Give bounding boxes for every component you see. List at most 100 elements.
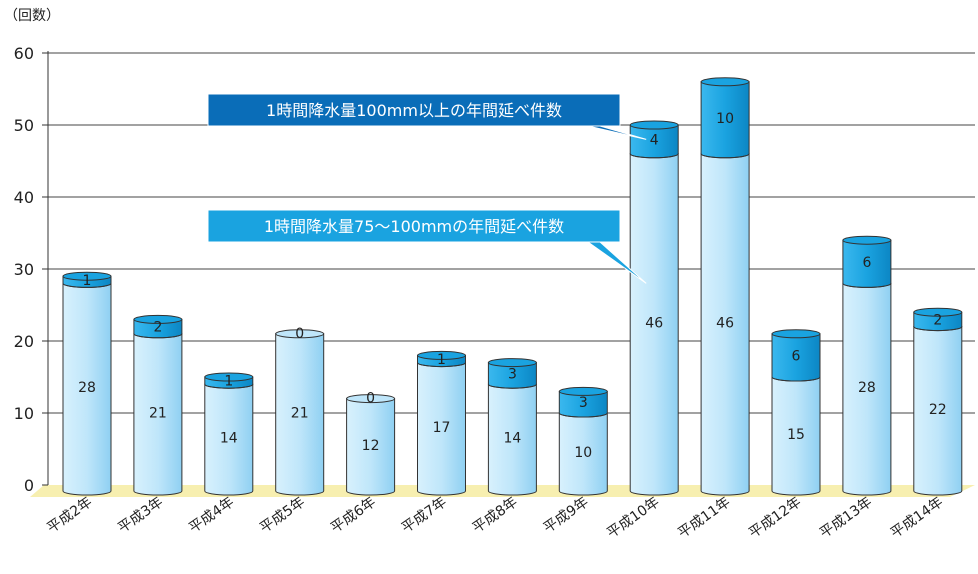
bar-平成6年: 12 0 平成6年 (328, 391, 396, 536)
segment-divider (133, 333, 183, 339)
callout-box (207, 93, 621, 127)
category-label: 平成8年 (470, 494, 521, 536)
segment-divider (62, 283, 112, 288)
bar-segment-75-100mm (487, 383, 537, 496)
bar-top (346, 394, 396, 404)
segment-divider (842, 283, 892, 288)
bar-top (62, 271, 112, 281)
callout-box (207, 209, 621, 243)
value-label-100mm-plus: 10 (716, 111, 734, 127)
y-tick-label: 20 (14, 332, 34, 351)
bar-top (417, 350, 466, 360)
value-label-100mm-plus: 1 (224, 374, 233, 390)
bar-segment-75-100mm (913, 326, 963, 496)
value-label-100mm-plus: 6 (862, 255, 871, 271)
category-label: 平成14年 (888, 494, 946, 541)
segment-divider (558, 412, 608, 418)
legend-callout-75-100mm: 1時間降水量75〜100mmの年間延べ件数 (207, 209, 647, 284)
bar-平成5年: 21 0 平成5年 (257, 326, 325, 536)
value-label-75-100mm: 17 (433, 420, 451, 436)
bar-top (487, 358, 537, 368)
bar-segment-75-100mm (133, 333, 183, 496)
bar-top (204, 372, 254, 382)
bars: 281平成2年212平成3年141平成4年210平成5年120平成6年171平成… (44, 77, 963, 542)
y-tick-label: 10 (14, 404, 34, 423)
value-label-100mm-plus: 0 (295, 326, 304, 342)
value-label-75-100mm: 21 (149, 405, 167, 421)
value-label-75-100mm: 28 (78, 380, 96, 396)
bar-top (629, 120, 679, 130)
bar-平成3年: 21 2 平成3年 (115, 314, 183, 536)
value-label-75-100mm: 14 (220, 431, 238, 447)
category-label: 平成3年 (115, 494, 166, 536)
value-label-75-100mm: 28 (858, 380, 876, 396)
bar-top (700, 77, 750, 87)
legend-label: 1時間降水量75〜100mmの年間延べ件数 (264, 217, 564, 236)
category-label: 平成5年 (257, 494, 308, 536)
value-label-100mm-plus: 1 (437, 352, 446, 368)
bar-平成9年: 10 3 平成9年 (541, 386, 608, 536)
segment-divider (629, 153, 679, 159)
bar-segment-75-100mm (204, 383, 254, 496)
bar-top (842, 235, 892, 245)
value-label-75-100mm: 46 (716, 315, 734, 331)
category-label: 平成12年 (746, 494, 804, 541)
segment-divider (204, 383, 254, 389)
value-label-100mm-plus: 6 (792, 348, 801, 364)
bar-top (133, 314, 183, 324)
y-tick-label: 60 (14, 44, 34, 63)
category-label: 平成7年 (399, 494, 450, 536)
value-label-100mm-plus: 2 (153, 320, 162, 336)
bar-平成11年: 46 10 平成11年 (675, 77, 750, 542)
value-label-100mm-plus: 4 (650, 132, 659, 148)
legend-label: 1時間降水量100mm以上の年間延べ件数 (266, 101, 562, 120)
y-tick-label: 0 (24, 476, 34, 495)
category-label: 平成13年 (817, 494, 875, 541)
category-label: 平成2年 (44, 494, 95, 536)
bar-平成4年: 14 1 平成4年 (186, 372, 254, 536)
bar-top (913, 307, 963, 317)
bar-segment-75-100mm (629, 153, 679, 496)
value-label-100mm-plus: 0 (366, 391, 375, 407)
y-axis: 0 10 20 30 40 50 60 (14, 44, 49, 495)
segment-divider (913, 326, 963, 332)
value-label-100mm-plus: 1 (83, 273, 92, 289)
bar-segment-75-100mm (700, 153, 750, 496)
bar-top (558, 386, 608, 396)
bar-平成8年: 14 3 平成8年 (470, 358, 537, 536)
category-label: 平成6年 (328, 494, 379, 536)
bar-segment-75-100mm (62, 282, 112, 496)
y-tick-label: 50 (14, 116, 34, 135)
y-axis-label: （回数） (4, 8, 60, 24)
value-label-75-100mm: 14 (503, 431, 521, 447)
y-tick-label: 40 (14, 188, 34, 207)
y-tick-label: 30 (14, 260, 34, 279)
bar-平成7年: 17 1 平成7年 (399, 350, 466, 536)
callouts: 1時間降水量100mm以上の年間延べ件数 1時間降水量75〜100mmの年間延べ件… (207, 93, 647, 284)
value-label-100mm-plus: 3 (508, 366, 517, 382)
bar-segment-75-100mm (771, 376, 821, 496)
bar-top (275, 329, 325, 339)
value-label-75-100mm: 46 (645, 315, 663, 331)
value-label-75-100mm: 22 (929, 402, 947, 418)
value-label-100mm-plus: 2 (933, 312, 942, 328)
bar-segment-75-100mm (558, 412, 608, 496)
bar-平成12年: 15 6 平成12年 (746, 329, 821, 542)
bar-segment-75-100mm (275, 333, 325, 496)
bar-segment-75-100mm (417, 362, 466, 496)
category-label: 平成9年 (541, 494, 592, 536)
category-label: 平成4年 (186, 494, 237, 536)
value-label-75-100mm: 15 (787, 427, 805, 443)
value-label-75-100mm: 10 (574, 445, 592, 461)
bar-segment-75-100mm (346, 398, 396, 496)
segment-divider (417, 362, 466, 368)
segment-divider (700, 153, 750, 159)
legend-callout-100mm-plus: 1時間降水量100mm以上の年間延べ件数 (207, 93, 647, 140)
bar-平成10年: 46 4 平成10年 (604, 120, 679, 542)
segment-divider (487, 383, 537, 389)
segment-divider (771, 376, 821, 382)
value-label-100mm-plus: 3 (579, 395, 588, 411)
category-label: 平成11年 (675, 494, 733, 541)
